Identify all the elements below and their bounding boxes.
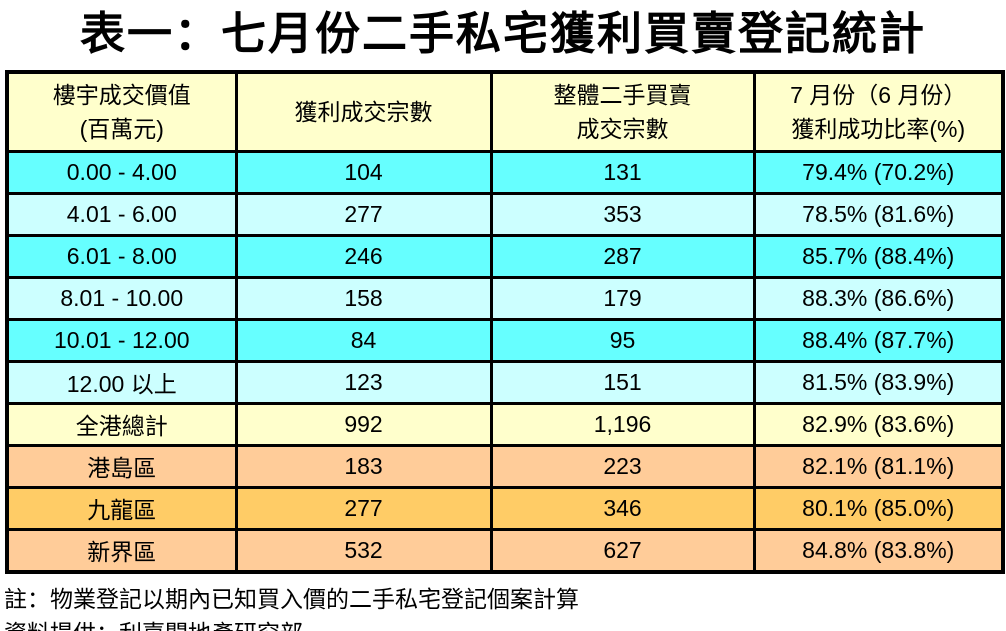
total-count-cell: 151 xyxy=(489,359,756,405)
row-label-cell: 10.01 - 12.00 xyxy=(5,317,238,363)
profit-count-cell: 992 xyxy=(234,401,493,447)
total-count-cell: 627 xyxy=(489,527,756,574)
header-success-ratio: 7 月份（6 月份） 獲利成功比率(%) xyxy=(752,70,1005,153)
table-row-total-hk: 全港總計 992 1,196 82.9% (83.6%) xyxy=(5,401,1005,447)
total-count-cell: 131 xyxy=(489,149,756,195)
table-row-hk-island: 港島區 183 223 82.1% (81.1%) xyxy=(5,443,1005,489)
profit-stats-table: 樓宇成交價值 (百萬元) 獲利成交宗數 整體二手買賣 成交宗數 7 月份（6 月… xyxy=(5,69,1005,574)
row-label-cell: 九龍區 xyxy=(5,485,238,531)
profit-count-cell: 277 xyxy=(234,191,493,237)
note-calculation: 註：物業登記以期內已知買入價的二手私宅登記個案計算 xyxy=(4,585,579,612)
row-label-cell: 12.00 以上 xyxy=(5,359,238,405)
ratio-cell: 80.1% (85.0%) xyxy=(752,485,1005,531)
total-count-cell: 353 xyxy=(489,191,756,237)
header-profit-count-line1: 獲利成交宗數 xyxy=(294,98,433,125)
profit-count-cell: 84 xyxy=(234,317,493,363)
footer-notes: 註：物業登記以期內已知買入價的二手私宅登記個案計算 資料提供：利嘉閣地產研究部 xyxy=(4,582,1006,631)
ratio-cell: 81.5% (83.9%) xyxy=(752,359,1005,405)
total-count-cell: 287 xyxy=(489,233,756,279)
table-row-band-8-10: 8.01 - 10.00 158 179 88.3% (86.6%) xyxy=(5,275,1005,321)
header-price-band-line1: 樓宇成交價值 xyxy=(52,81,191,108)
total-count-cell: 179 xyxy=(489,275,756,321)
profit-count-cell: 532 xyxy=(234,527,493,574)
page-title: 表一：七月份二手私宅獲利買賣登記統計 xyxy=(79,8,926,59)
ratio-cell: 88.4% (87.7%) xyxy=(752,317,1005,363)
header-total-count-line2: 成交宗數 xyxy=(576,115,669,142)
note-source: 資料提供：利嘉閣地產研究部 xyxy=(4,616,1006,631)
table-row-band-12-above: 12.00 以上 123 151 81.5% (83.9%) xyxy=(5,359,1005,405)
profit-count-cell: 158 xyxy=(234,275,493,321)
total-count-cell: 1,196 xyxy=(489,401,756,447)
header-success-ratio-line2: 獲利成功比率(%) xyxy=(791,115,966,142)
ratio-cell: 88.3% (86.6%) xyxy=(752,275,1005,321)
ratio-cell: 78.5% (81.6%) xyxy=(752,191,1005,237)
total-count-cell: 346 xyxy=(489,485,756,531)
ratio-cell: 82.1% (81.1%) xyxy=(752,443,1005,489)
header-total-count: 整體二手買賣 成交宗數 xyxy=(489,70,756,153)
row-label-cell: 4.01 - 6.00 xyxy=(5,191,238,237)
profit-count-cell: 104 xyxy=(234,149,493,195)
header-price-band: 樓宇成交價值 (百萬元) xyxy=(5,70,238,153)
profit-count-cell: 246 xyxy=(234,233,493,279)
row-label-cell: 8.01 - 10.00 xyxy=(5,275,238,321)
table-header-row: 樓宇成交價值 (百萬元) 獲利成交宗數 整體二手買賣 成交宗數 7 月份（6 月… xyxy=(5,70,1005,153)
row-label-cell: 港島區 xyxy=(5,443,238,489)
table-row-kowloon: 九龍區 277 346 80.1% (85.0%) xyxy=(5,485,1005,531)
table-row-band-0-4: 0.00 - 4.00 104 131 79.4% (70.2%) xyxy=(5,149,1005,195)
profit-count-cell: 183 xyxy=(234,443,493,489)
ratio-cell: 84.8% (83.8%) xyxy=(752,527,1005,574)
table-row-band-6-8: 6.01 - 8.00 246 287 85.7% (88.4%) xyxy=(5,233,1005,279)
ratio-cell: 82.9% (83.6%) xyxy=(752,401,1005,447)
table-row-band-4-6: 4.01 - 6.00 277 353 78.5% (81.6%) xyxy=(5,191,1005,237)
row-label-cell: 6.01 - 8.00 xyxy=(5,233,238,279)
row-label-cell: 新界區 xyxy=(5,527,238,574)
header-profit-count: 獲利成交宗數 xyxy=(234,70,493,153)
header-success-ratio-line1: 7 月份（6 月份） xyxy=(790,81,967,108)
header-price-band-line2: (百萬元) xyxy=(79,115,164,142)
row-label-cell: 0.00 - 4.00 xyxy=(5,149,238,195)
total-count-cell: 223 xyxy=(489,443,756,489)
header-total-count-line1: 整體二手買賣 xyxy=(553,81,692,108)
ratio-cell: 79.4% (70.2%) xyxy=(752,149,1005,195)
table-row-band-10-12: 10.01 - 12.00 84 95 88.4% (87.7%) xyxy=(5,317,1005,363)
profit-count-cell: 277 xyxy=(234,485,493,531)
table-row-new-territories: 新界區 532 627 84.8% (83.8%) xyxy=(5,527,1005,574)
row-label-cell: 全港總計 xyxy=(5,401,238,447)
total-count-cell: 95 xyxy=(489,317,756,363)
ratio-cell: 85.7% (88.4%) xyxy=(752,233,1005,279)
profit-count-cell: 123 xyxy=(234,359,493,405)
